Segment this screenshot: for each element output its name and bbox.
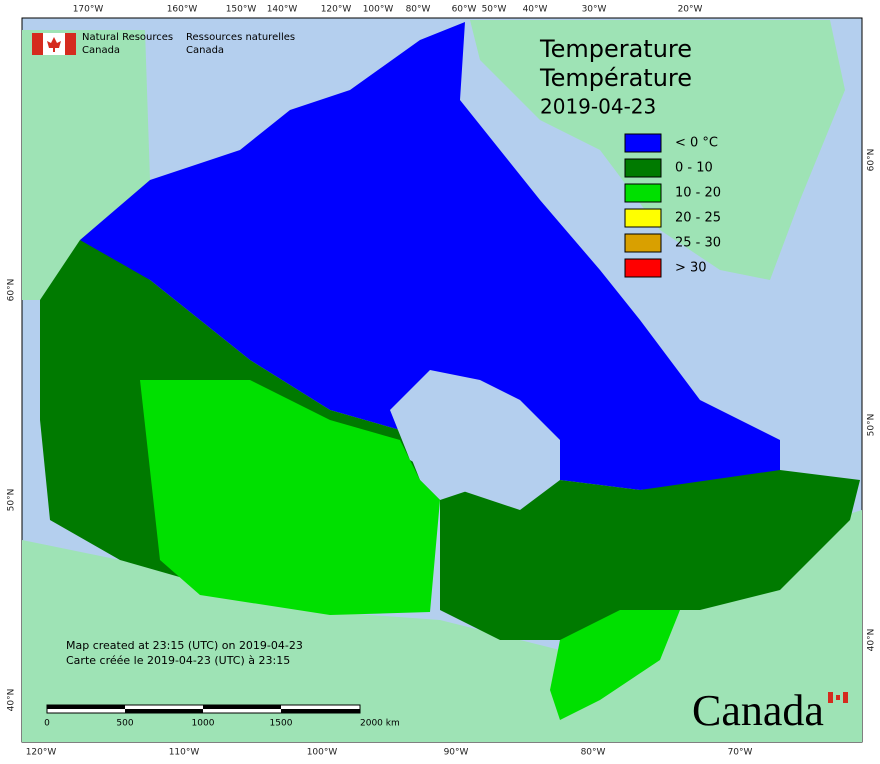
legend-label: 10 - 20 (675, 186, 721, 201)
graticule-label: 50°N (7, 489, 17, 512)
legend-swatch (624, 208, 662, 228)
legend-label: 25 - 30 (675, 236, 721, 251)
zone-below-zero (80, 22, 780, 490)
org-name: Natural Resources (82, 32, 173, 43)
graticule-label: 100°W (307, 748, 338, 758)
flag-bar (828, 692, 833, 703)
graticule-label: 140°W (267, 5, 298, 15)
scale-segment (125, 709, 203, 713)
legend-label: 20 - 25 (675, 211, 721, 226)
united-states (22, 510, 862, 742)
graticule-label: 40°N (867, 629, 877, 652)
graticule-label: 60°N (7, 279, 17, 302)
legend-swatch (624, 158, 662, 178)
org-name: Canada (82, 45, 120, 56)
legend-label: 0 - 10 (675, 161, 713, 176)
date: 2019-04-23 (540, 95, 656, 119)
graticule-label: 30°W (582, 5, 607, 15)
maple-leaf (47, 37, 61, 52)
scale-bar (46, 704, 361, 714)
graticule-label: 120°W (321, 5, 352, 15)
graticule-label: 70°W (728, 748, 753, 758)
legend-swatch (624, 258, 662, 278)
scale-label: 1500 (270, 719, 293, 729)
scale-label: 1000 (192, 719, 215, 729)
legend-label: < 0 °C (675, 136, 718, 151)
flag-bar (843, 692, 848, 703)
zone-10-20-south (550, 610, 680, 720)
graticule-label: 160°W (167, 5, 198, 15)
graticule-label: 20°W (678, 5, 703, 15)
nrcan-logo (32, 33, 76, 55)
graticule-label: 110°W (169, 748, 200, 758)
graticule-label: 50°W (482, 5, 507, 15)
graticule-label: 50°N (867, 414, 877, 437)
flag-bar (65, 33, 76, 55)
scale-label: 2000 km (360, 719, 400, 729)
title: Temperature (539, 35, 692, 63)
org-name: Ressources naturelles (186, 32, 295, 43)
graticule-label: 60°W (452, 5, 477, 15)
graticule-label: 120°W (26, 748, 57, 758)
graticule-label: 60°N (867, 149, 877, 172)
hudson-bay (390, 370, 560, 510)
scale-segment (203, 705, 281, 709)
scale-segment (47, 705, 125, 709)
wordmark: Canada (692, 686, 824, 735)
scale-label: 500 (116, 719, 133, 729)
graticule-label: 40°W (523, 5, 548, 15)
legend-swatch (624, 133, 662, 153)
graticule-label: 80°W (581, 748, 606, 758)
graticule-label: 80°W (406, 5, 431, 15)
maple-leaf (836, 695, 840, 700)
org-name: Canada (186, 45, 224, 56)
flag-bar (32, 33, 43, 55)
graticule-label: 40°N (7, 689, 17, 712)
legend-label: > 30 (675, 261, 707, 276)
alaska (22, 30, 150, 300)
graticule-label: 170°W (73, 5, 104, 15)
zone-0-10-east (440, 470, 860, 640)
scale-segment (281, 709, 360, 713)
legend-swatch (624, 233, 662, 253)
zone-10-20-prairie (140, 380, 440, 615)
legend-swatch (624, 183, 662, 203)
graticule-label: 90°W (444, 748, 469, 758)
wordmark-flag (828, 692, 848, 703)
graticule-label: 100°W (363, 5, 394, 15)
credit: Carte créée le 2019-04-23 (UTC) à 23:15 (66, 654, 290, 667)
graticule-label: 150°W (226, 5, 257, 15)
title: Température (539, 64, 692, 92)
scale-label: 0 (44, 719, 50, 729)
credit: Map created at 23:15 (UTC) on 2019-04-23 (66, 639, 303, 652)
